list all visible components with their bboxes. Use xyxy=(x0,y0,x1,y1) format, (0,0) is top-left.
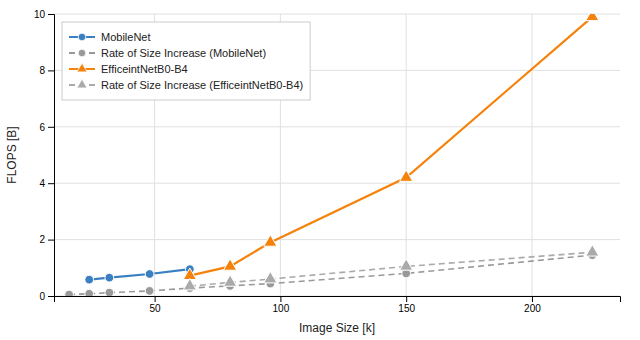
tick-mark xyxy=(406,296,407,302)
series-line xyxy=(89,269,190,279)
grid-line xyxy=(54,14,620,15)
grid-line xyxy=(406,14,407,296)
tick-label: 8 xyxy=(39,65,45,76)
tick-mark xyxy=(48,14,54,15)
legend-box xyxy=(62,22,310,100)
legend-label: MobileNet xyxy=(101,31,151,43)
legend: MobileNet Rate of Size Increase (MobileNe… xyxy=(62,22,310,100)
legend-item: Rate of Size Increase (EfficeintNetB0-B4… xyxy=(69,79,303,91)
x-axis-title: Image Size [k] xyxy=(299,321,375,335)
series-line xyxy=(190,252,592,286)
grid-line xyxy=(54,183,620,184)
tick: 200 xyxy=(524,296,541,314)
series-line xyxy=(69,255,592,294)
data-point xyxy=(400,259,413,270)
grid-line xyxy=(54,239,620,240)
data-point xyxy=(105,273,114,282)
tick-label: 50 xyxy=(150,303,162,314)
legend-marker xyxy=(77,63,87,72)
data-point xyxy=(183,279,196,290)
data-point xyxy=(224,259,237,270)
tick: 6 xyxy=(39,122,54,133)
tick-label: 0 xyxy=(39,291,45,302)
axis-line xyxy=(48,15,55,297)
tick: 8 xyxy=(39,65,54,76)
axis-line xyxy=(55,297,621,303)
tick-label: 100 xyxy=(273,303,290,314)
legend-marker xyxy=(78,33,86,41)
tick: 2 xyxy=(39,234,54,245)
legend-label: Rate of Size Increase (EfficeintNetB0-B4… xyxy=(101,79,303,91)
tick-mark xyxy=(280,296,281,302)
data-point xyxy=(65,290,74,296)
tick-label: 6 xyxy=(39,122,45,133)
tick-mark xyxy=(155,296,156,302)
y-axis-title: FLOPS [B] xyxy=(5,126,19,183)
tick-mark xyxy=(48,183,54,184)
legend-marker xyxy=(78,49,86,57)
tick-label: 10 xyxy=(34,9,46,20)
legend-item: Rate of Size Increase (MobileNet) xyxy=(69,47,266,59)
grid-line xyxy=(54,126,620,127)
data-point xyxy=(586,14,599,21)
chart-container: 50 100 150 200 0 2 4 6 8 10 Image Size [k] FLOPS [B… xyxy=(0,0,640,340)
tick-mark xyxy=(48,296,54,297)
grid-line xyxy=(531,14,532,296)
data-point xyxy=(85,275,94,284)
tick: 150 xyxy=(398,296,415,314)
tick-label: 2 xyxy=(39,234,45,245)
data-point xyxy=(85,289,94,296)
tick-label: 4 xyxy=(39,178,45,189)
data-point xyxy=(586,245,599,256)
data-point xyxy=(264,235,277,246)
chart-svg: 50 100 150 200 0 2 4 6 8 10 Image Size [k] FLOPS [B… xyxy=(0,0,640,340)
data-point xyxy=(145,287,154,296)
tick-mark xyxy=(48,240,54,241)
tick: 0 xyxy=(39,291,54,302)
tick-label: 150 xyxy=(398,303,415,314)
tick: 4 xyxy=(39,178,54,189)
data-point xyxy=(264,271,277,282)
plot-area xyxy=(65,14,599,296)
tick-mark xyxy=(48,127,54,128)
data-point xyxy=(224,275,237,286)
tick-label: 200 xyxy=(524,303,541,314)
tick: 10 xyxy=(34,9,54,20)
legend-label: EfficeintNetB0-B4 xyxy=(101,63,188,75)
y-axis: 0 2 4 6 8 10 xyxy=(34,9,55,302)
data-point xyxy=(105,288,114,296)
data-point xyxy=(145,270,154,279)
grid xyxy=(54,14,620,296)
data-point xyxy=(400,170,413,181)
legend-label: Rate of Size Increase (MobileNet) xyxy=(101,47,266,59)
tick: 100 xyxy=(273,296,290,314)
legend-item: MobileNet xyxy=(69,31,151,43)
tick: 50 xyxy=(150,296,162,314)
legend-item: EfficeintNetB0-B4 xyxy=(69,63,188,75)
x-axis: 50 100 150 200 xyxy=(55,296,621,314)
tick-mark xyxy=(532,296,533,302)
tick-mark xyxy=(48,70,54,71)
legend-marker xyxy=(77,79,87,88)
